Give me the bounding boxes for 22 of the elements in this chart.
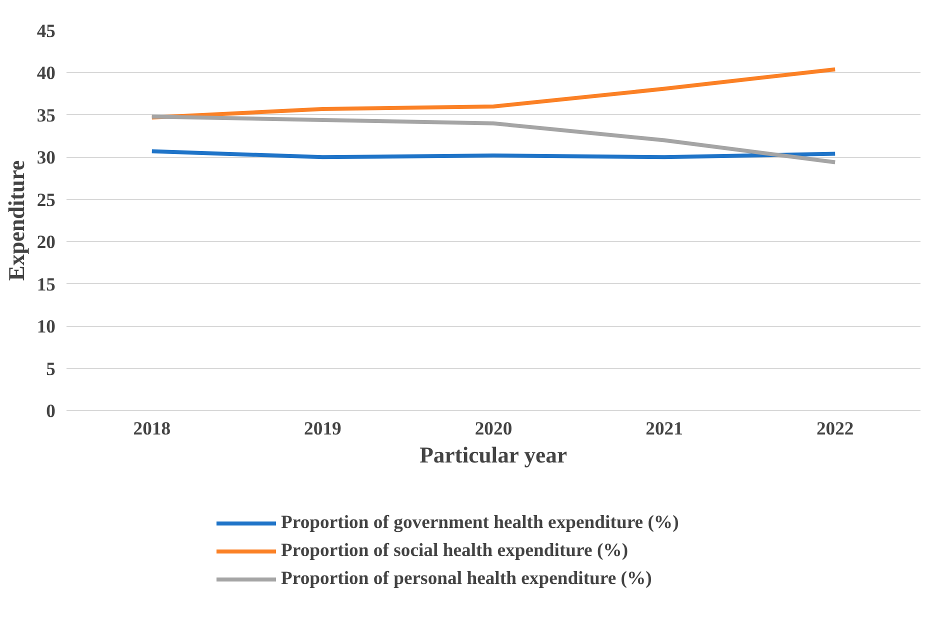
y-tick-label: 5 — [46, 358, 56, 380]
y-tick-label: 45 — [36, 21, 56, 42]
x-axis-title: Particular year — [420, 442, 568, 468]
x-tick-label: 2018 — [133, 418, 171, 440]
y-tick-label: 35 — [36, 105, 56, 126]
line-series — [150, 67, 838, 120]
y-tick-label: 25 — [36, 190, 56, 211]
y-tick-label: 20 — [36, 232, 56, 254]
y-tick-label: 40 — [36, 63, 56, 84]
x-tick-label: 2020 — [474, 418, 512, 440]
legend-label: Proportion of personal health expenditure (%) — [281, 568, 652, 590]
y-tick-label: 10 — [36, 316, 56, 338]
y-tick-label: 15 — [36, 274, 56, 296]
line-series — [150, 114, 838, 164]
x-tick-label: 2019 — [304, 418, 342, 440]
y-axis-title: Expenditure — [4, 160, 29, 281]
x-tick-label: 2022 — [816, 418, 854, 440]
legend-label: Proportion of government health expenditure (%) — [281, 512, 679, 534]
y-tick-label: 30 — [36, 148, 56, 169]
x-tick-label: 2021 — [646, 418, 683, 440]
y-tick-label: 0 — [46, 401, 56, 422]
legend-label: Proportion of social health expenditure (%) — [281, 540, 628, 562]
